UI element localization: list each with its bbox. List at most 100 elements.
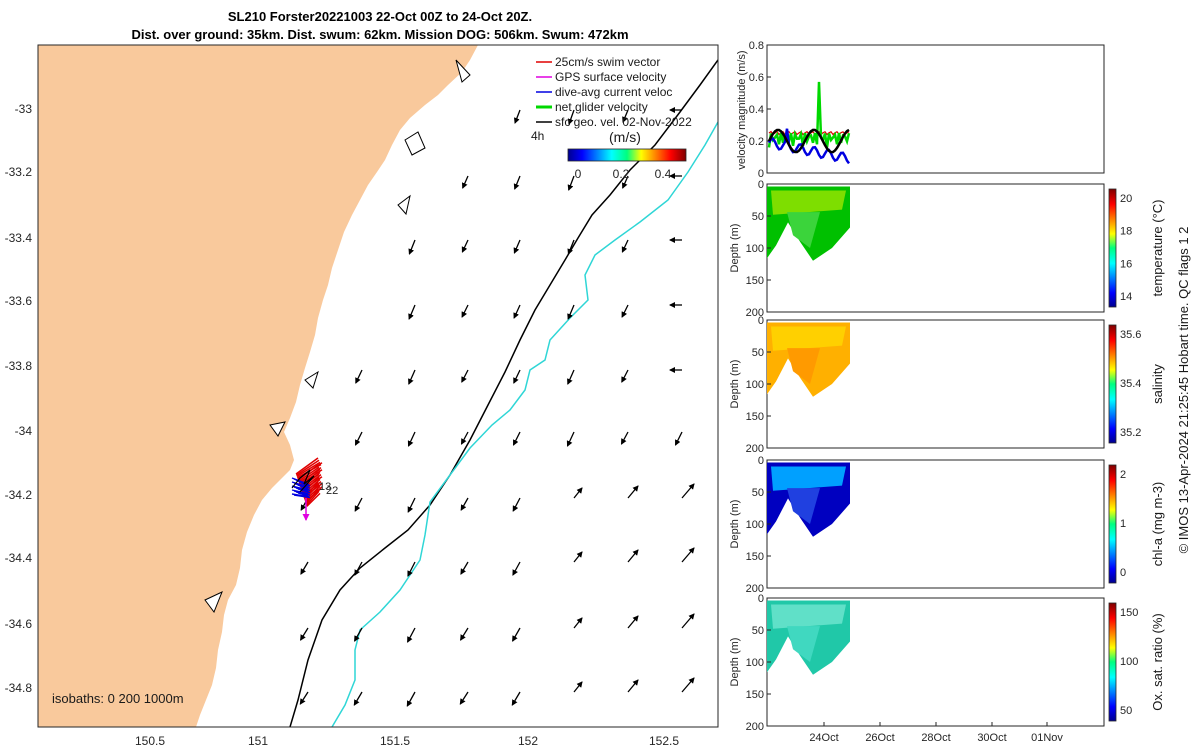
section-mid-layer: [787, 488, 820, 524]
current-vector: [621, 304, 629, 318]
current-vector: [513, 304, 521, 319]
section-upper-layer: [771, 326, 846, 351]
depth-tick: 150: [746, 275, 764, 287]
section-upper-layer: [771, 190, 846, 215]
section-colorbar: [1108, 464, 1117, 584]
colorbar-tick: 150: [1120, 607, 1138, 619]
y-tick-label: -34.4: [5, 551, 33, 565]
depth-axis-label: Depth (m): [729, 224, 741, 273]
current-vector: [460, 497, 469, 511]
depth-tick: 50: [752, 211, 764, 223]
y-tick-label: -34.2: [5, 488, 33, 502]
map-panel: 13 22 150.5 151 151.5 152 152.5 -33 -33.…: [5, 44, 719, 748]
title-line-2: Dist. over ground: 35km. Dist. swum: 62k…: [131, 27, 629, 42]
current-vector: [681, 547, 695, 563]
swim-vector: [298, 466, 322, 485]
depth-tick: 200: [746, 721, 764, 733]
current-vector: [681, 677, 695, 693]
colorbar-tick: 35.2: [1120, 427, 1141, 439]
current-vector: [567, 109, 575, 125]
legend-sfc-geo-velocity: sfc geo. vel. 02-Nov-2022: [555, 115, 692, 129]
imos-footer: © IMOS 13-Apr-2024 21:25:45 Hobart time.…: [1176, 227, 1191, 554]
depth-tick: 100: [746, 519, 764, 531]
depth-tick: 100: [746, 243, 764, 255]
x-tick-label: 150.5: [135, 734, 165, 748]
current-vector: [353, 691, 363, 706]
depth-tick: 200: [746, 307, 764, 319]
current-vector: [407, 627, 416, 643]
isobath-1000m: [331, 121, 718, 727]
colorbar-tick: 18: [1120, 226, 1132, 238]
section-colorbar: [1108, 188, 1117, 308]
current-vector: [511, 691, 521, 706]
colorbar-units: (m/s): [609, 129, 641, 145]
depth-tick: 200: [746, 583, 764, 595]
time-step-label: 4h: [531, 129, 544, 143]
current-vector: [300, 561, 309, 575]
current-vector: [354, 627, 363, 642]
current-vector: [354, 431, 363, 446]
coastline-islands: [204, 59, 471, 614]
velocity-series-sfc-geo: [767, 128, 850, 154]
map-axes: 150.5 151 151.5 152 152.5 -33 -33.2 -33.…: [5, 102, 680, 748]
depth-tick: 200: [746, 443, 764, 455]
current-vector: [459, 691, 469, 705]
current-vector: [407, 561, 416, 577]
track-label-13: 13: [319, 481, 331, 493]
map-legend: 25cm/s swim vector GPS surface velocity …: [531, 55, 692, 181]
swim-vector: [296, 461, 321, 478]
current-vector: [407, 497, 416, 513]
current-vector: [406, 691, 416, 707]
current-vector: [566, 431, 575, 447]
current-vector: [573, 487, 583, 499]
section-panel-1: 0 50 100 150 200 Depth (m) 14 16 18 20 temperature…: [729, 179, 1165, 319]
surface-current-vectors: [299, 107, 695, 707]
depth-tick: 50: [752, 347, 764, 359]
swim-vector: [295, 459, 320, 476]
velocity-y-tick: 0.4: [749, 104, 764, 116]
current-vector: [461, 369, 469, 383]
current-vector: [513, 369, 521, 384]
colorbar-tick: 35.6: [1120, 329, 1141, 341]
depth-tick: 150: [746, 689, 764, 701]
current-vector: [681, 483, 695, 499]
depth-axis-label: Depth (m): [729, 500, 741, 549]
depth-tick: 150: [746, 551, 764, 563]
current-vector: [567, 239, 575, 255]
velocity-series-dive-avg: [767, 128, 851, 165]
depth-tick: 0: [758, 455, 764, 467]
section-mid-layer: [787, 212, 820, 248]
time-axis: 24Oct 26Oct 28Oct 30Oct 01Nov: [809, 722, 1063, 744]
colorbar-tick: 0: [575, 167, 582, 181]
section-panel-3: 0 50 100 150 200 Depth (m) 0 1 2 chl-a (mg m-3): [729, 455, 1165, 595]
current-vector: [407, 431, 416, 447]
current-vector: [622, 109, 629, 123]
velocity-y-tick: 0.2: [749, 136, 764, 148]
current-vector: [460, 431, 469, 445]
depth-tick: 0: [758, 315, 764, 327]
colorbar-tick: 2: [1120, 469, 1126, 481]
section-colorbar: [1108, 602, 1117, 722]
colorbar-label: temperature (°C): [1150, 200, 1165, 297]
current-vector: [512, 431, 521, 446]
swim-vector: [306, 492, 321, 507]
current-vector: [621, 175, 629, 189]
depth-tick: 50: [752, 625, 764, 637]
colorbar-tick: 35.4: [1120, 378, 1141, 390]
current-vector: [513, 109, 521, 124]
isobath-200m: [289, 59, 718, 727]
x-tick-label: 152.5: [649, 734, 679, 748]
y-tick-label: -33: [15, 102, 33, 116]
time-tick-label: 24Oct: [809, 732, 838, 744]
current-vector: [620, 431, 629, 445]
section-upper-layer: [771, 604, 846, 629]
glider-track: 13 22: [291, 457, 338, 521]
current-vector: [461, 239, 469, 253]
depth-tick: 50: [752, 487, 764, 499]
depth-tick: 0: [758, 593, 764, 605]
current-vector: [461, 175, 469, 189]
velocity-series-net-glider: [767, 81, 851, 148]
current-vector: [355, 369, 363, 384]
velocity-y-tick: 0: [758, 168, 764, 180]
current-vector: [299, 691, 309, 705]
